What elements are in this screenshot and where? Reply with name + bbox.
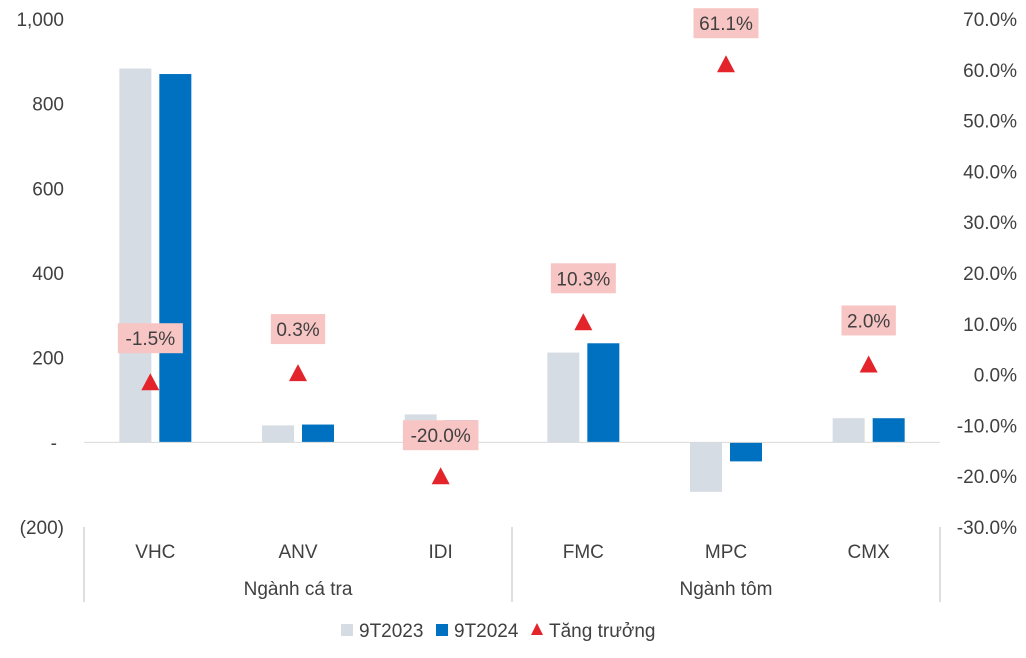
bar-9t2023-mpc bbox=[690, 442, 722, 492]
left-tick-label: (200) bbox=[20, 518, 64, 539]
bar-9t2024-cmx bbox=[872, 418, 905, 443]
bar-9t2023-vhc bbox=[119, 68, 152, 443]
right-tick-label: 60.0% bbox=[963, 61, 1017, 82]
category-label: IDI bbox=[429, 542, 453, 563]
right-tick-label: 20.0% bbox=[963, 264, 1017, 285]
growth-label: 0.3% bbox=[276, 320, 319, 341]
bar-9t2024-fmc bbox=[587, 343, 620, 443]
growth-marker-vhc bbox=[141, 373, 160, 391]
right-tick-label: 40.0% bbox=[963, 162, 1017, 183]
left-tick-label: 600 bbox=[32, 179, 64, 200]
growth-label-box bbox=[550, 263, 616, 294]
growth-label: 10.3% bbox=[556, 269, 610, 290]
left-tick-label: 800 bbox=[32, 95, 64, 116]
growth-label-box bbox=[270, 314, 326, 345]
right-tick-label: -20.0% bbox=[957, 467, 1017, 488]
category-label: CMX bbox=[848, 542, 891, 563]
bar-9t2024-mpc bbox=[730, 442, 762, 462]
growth-label-box bbox=[693, 8, 759, 39]
group-label: Ngành tôm bbox=[680, 579, 773, 600]
bar-9t2023-fmc bbox=[547, 352, 580, 443]
left-axis: 1,000 800 600 400 200 - (200) bbox=[16, 10, 64, 539]
growth-marker-fmc bbox=[574, 313, 593, 331]
bar-9t2023-cmx bbox=[832, 418, 865, 443]
right-tick-label: 50.0% bbox=[963, 112, 1017, 133]
growth-label: 61.1% bbox=[699, 14, 753, 35]
growth-label-box bbox=[117, 323, 183, 354]
right-axis: 70.0% 60.0% 50.0% 40.0% 30.0% 20.0% 10.0% 0.0% -… bbox=[957, 10, 1017, 539]
bars bbox=[119, 68, 905, 492]
growth-label-box bbox=[841, 305, 896, 336]
category-label: MPC bbox=[705, 542, 747, 563]
bar-9t2024-vhc bbox=[159, 74, 192, 443]
left-tick-label: 400 bbox=[32, 264, 64, 285]
growth-label-box bbox=[402, 420, 479, 451]
category-label: ANV bbox=[278, 542, 317, 563]
growth-label: -1.5% bbox=[126, 329, 176, 350]
right-tick-label: -30.0% bbox=[957, 518, 1017, 539]
group-label: Ngành cá tra bbox=[244, 579, 353, 600]
legend-label: 9T2024 bbox=[454, 621, 519, 642]
right-tick-label: 10.0% bbox=[963, 315, 1017, 336]
legend-swatch bbox=[341, 624, 353, 636]
category-axis: VHC ANV IDI FMC MPC CMX Ngành cá tra Ngành tôm bbox=[83, 527, 941, 602]
legend: 9T2023 9T2024 Tăng trưởng bbox=[341, 621, 656, 642]
right-tick-label: 0.0% bbox=[974, 366, 1017, 387]
growth-marker-mpc bbox=[717, 55, 735, 73]
growth-label: 2.0% bbox=[847, 311, 890, 332]
growth-marker-cmx bbox=[859, 355, 878, 373]
category-label: VHC bbox=[135, 542, 175, 563]
category-label: FMC bbox=[563, 542, 604, 563]
legend-label: 9T2023 bbox=[359, 621, 423, 642]
bar-9t2023-anv bbox=[262, 425, 294, 443]
left-tick-label: - bbox=[51, 433, 57, 454]
growth-markers: -1.5% 0.3% -20.0% 10.3% 61.1% 2.0% bbox=[117, 8, 896, 485]
left-tick-label: 1,000 bbox=[16, 10, 64, 31]
growth-marker-idi bbox=[431, 467, 450, 485]
left-tick-label: 200 bbox=[32, 349, 64, 370]
legend-label: Tăng trưởng bbox=[549, 621, 656, 642]
right-tick-label: 30.0% bbox=[963, 213, 1017, 234]
bar-9t2024-anv bbox=[302, 424, 334, 443]
growth-marker-anv bbox=[289, 364, 307, 382]
growth-label: -20.0% bbox=[411, 426, 471, 447]
right-tick-label: -10.0% bbox=[957, 416, 1017, 437]
legend-swatch bbox=[436, 624, 448, 636]
legend-triangle-icon bbox=[531, 623, 543, 635]
right-tick-label: 70.0% bbox=[963, 10, 1017, 31]
